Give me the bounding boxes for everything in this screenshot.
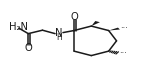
Text: O: O bbox=[71, 12, 78, 22]
Text: ···: ··· bbox=[120, 24, 128, 33]
Polygon shape bbox=[109, 28, 120, 31]
Text: H₂N: H₂N bbox=[9, 22, 28, 32]
Text: H: H bbox=[56, 33, 62, 42]
Polygon shape bbox=[91, 21, 100, 26]
Text: O: O bbox=[24, 43, 32, 53]
Text: ···: ··· bbox=[119, 49, 127, 58]
Text: N: N bbox=[55, 28, 62, 38]
